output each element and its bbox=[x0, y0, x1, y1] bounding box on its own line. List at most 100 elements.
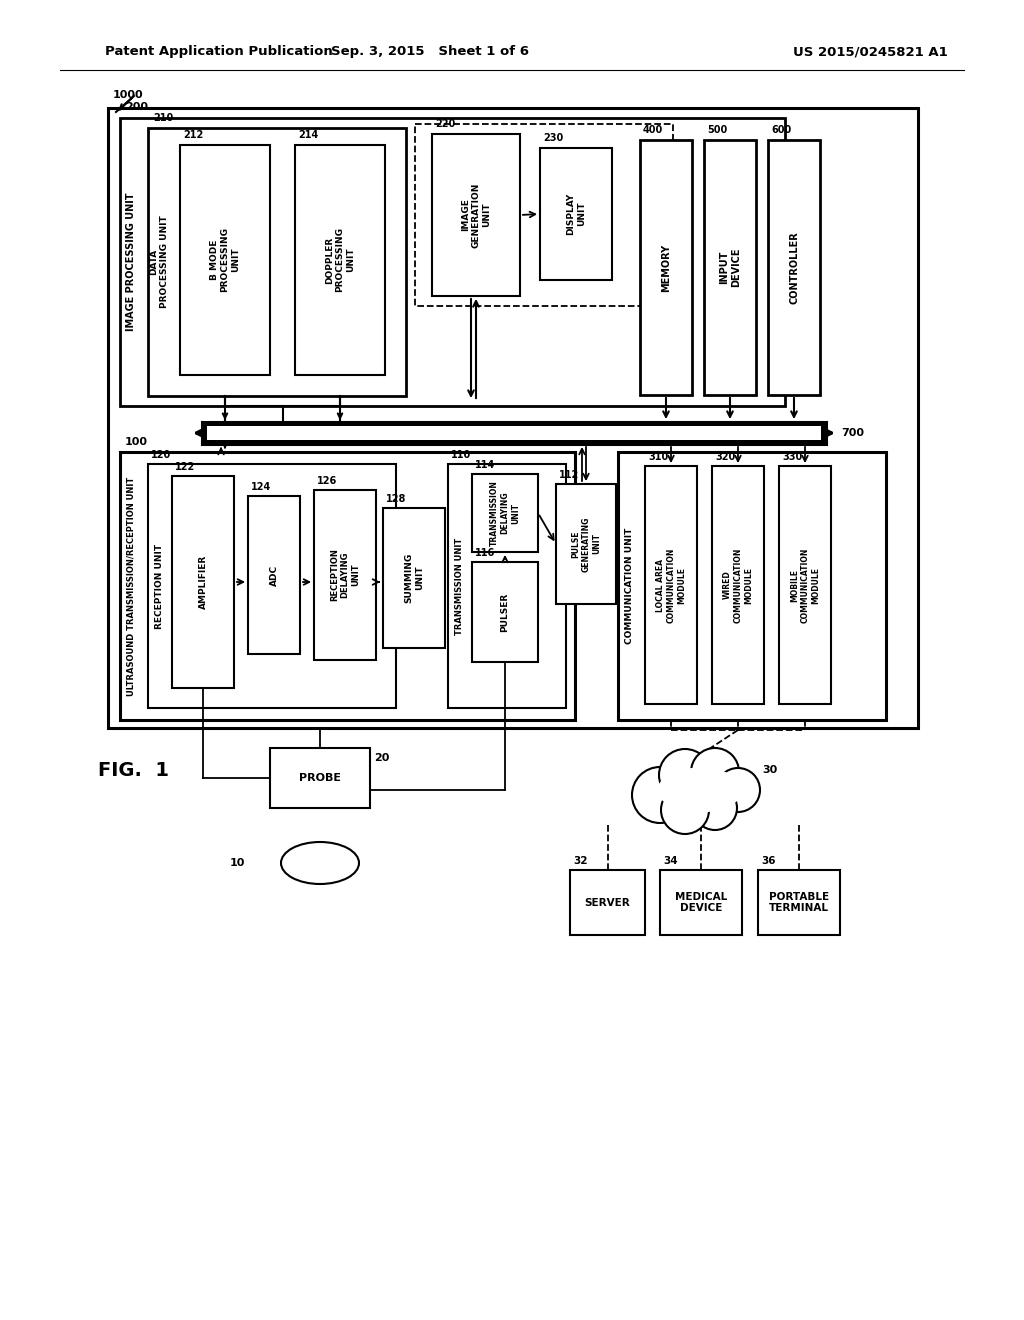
Bar bbox=[556, 484, 616, 605]
Text: 214: 214 bbox=[298, 129, 318, 140]
Text: FIG.  1: FIG. 1 bbox=[98, 760, 169, 780]
Text: DISPLAY
UNIT: DISPLAY UNIT bbox=[566, 193, 586, 235]
Bar bbox=[645, 466, 697, 704]
Text: ULTRASOUND TRANSMISSION/RECEPTION UNIT: ULTRASOUND TRANSMISSION/RECEPTION UNIT bbox=[127, 477, 135, 696]
Text: 200: 200 bbox=[125, 102, 148, 112]
Bar bbox=[108, 108, 918, 729]
Text: 310: 310 bbox=[648, 451, 669, 462]
Text: LOCAL AREA
COMMUNICATION
MODULE: LOCAL AREA COMMUNICATION MODULE bbox=[656, 548, 686, 623]
Bar bbox=[148, 128, 406, 396]
Bar bbox=[472, 562, 538, 663]
Bar bbox=[120, 117, 785, 407]
Circle shape bbox=[662, 785, 709, 834]
Text: 500: 500 bbox=[707, 125, 727, 135]
Text: DATA
PROCESSING UNIT: DATA PROCESSING UNIT bbox=[150, 215, 169, 309]
Bar bbox=[120, 451, 575, 719]
Text: AMPLIFIER: AMPLIFIER bbox=[199, 554, 208, 609]
Bar bbox=[570, 870, 645, 935]
Text: 30: 30 bbox=[762, 766, 777, 775]
Circle shape bbox=[691, 748, 739, 796]
Text: 210: 210 bbox=[153, 114, 173, 123]
Bar bbox=[202, 422, 826, 444]
Bar bbox=[248, 496, 300, 653]
Text: SUMMING
UNIT: SUMMING UNIT bbox=[404, 553, 424, 603]
Text: US 2015/0245821 A1: US 2015/0245821 A1 bbox=[793, 45, 947, 58]
Text: 700: 700 bbox=[841, 428, 864, 438]
Text: 230: 230 bbox=[543, 133, 563, 143]
Text: B MODE
PROCESSING
UNIT: B MODE PROCESSING UNIT bbox=[210, 227, 240, 293]
Text: MOBILE
COMMUNICATION
MODULE: MOBILE COMMUNICATION MODULE bbox=[791, 548, 820, 623]
Text: IMAGE
GENERATION
UNIT: IMAGE GENERATION UNIT bbox=[461, 182, 490, 248]
Bar bbox=[779, 466, 831, 704]
Text: 212: 212 bbox=[183, 129, 203, 140]
Text: PULSE
GENERATING
UNIT: PULSE GENERATING UNIT bbox=[571, 516, 601, 572]
Text: PROBE: PROBE bbox=[299, 774, 341, 783]
Bar bbox=[172, 477, 234, 688]
Text: ADC: ADC bbox=[269, 565, 279, 586]
Text: 32: 32 bbox=[573, 855, 588, 866]
Bar bbox=[383, 508, 445, 648]
Text: 120: 120 bbox=[151, 450, 171, 459]
Bar bbox=[758, 870, 840, 935]
Text: Sep. 3, 2015   Sheet 1 of 6: Sep. 3, 2015 Sheet 1 of 6 bbox=[331, 45, 529, 58]
Bar bbox=[148, 465, 396, 708]
Ellipse shape bbox=[281, 842, 359, 884]
Text: RECEPTION
DELAYING
UNIT: RECEPTION DELAYING UNIT bbox=[330, 549, 359, 602]
Text: 600: 600 bbox=[771, 125, 792, 135]
Text: TRANSMISSION
DELAYING
UNIT: TRANSMISSION DELAYING UNIT bbox=[490, 480, 520, 546]
Text: 124: 124 bbox=[251, 482, 271, 492]
Text: 220: 220 bbox=[435, 119, 456, 129]
Text: 20: 20 bbox=[374, 752, 389, 763]
Circle shape bbox=[632, 767, 688, 822]
Bar bbox=[295, 145, 385, 375]
Circle shape bbox=[693, 785, 737, 830]
Text: 114: 114 bbox=[475, 459, 496, 470]
Text: WIRED
COMMUNICATION
MODULE: WIRED COMMUNICATION MODULE bbox=[723, 548, 753, 623]
Bar bbox=[180, 145, 270, 375]
Text: 128: 128 bbox=[386, 494, 407, 504]
Text: DOPPLER
PROCESSING
UNIT: DOPPLER PROCESSING UNIT bbox=[325, 227, 355, 293]
Text: 116: 116 bbox=[475, 548, 496, 558]
Text: PULSER: PULSER bbox=[501, 593, 510, 632]
Bar bbox=[660, 870, 742, 935]
Ellipse shape bbox=[645, 758, 755, 822]
Text: 122: 122 bbox=[175, 462, 196, 473]
Circle shape bbox=[659, 748, 711, 801]
Text: COMMUNICATION UNIT: COMMUNICATION UNIT bbox=[625, 528, 634, 644]
Text: MEMORY: MEMORY bbox=[662, 243, 671, 292]
Text: 10: 10 bbox=[229, 858, 245, 869]
Bar bbox=[415, 124, 673, 306]
Text: INPUT
DEVICE: INPUT DEVICE bbox=[719, 248, 740, 288]
Text: 300: 300 bbox=[623, 437, 646, 447]
Circle shape bbox=[716, 768, 760, 812]
Text: 400: 400 bbox=[643, 125, 664, 135]
Text: 112: 112 bbox=[559, 470, 580, 480]
Text: PORTABLE
TERMINAL: PORTABLE TERMINAL bbox=[769, 892, 829, 913]
Text: 1000: 1000 bbox=[113, 90, 143, 100]
Bar bbox=[207, 426, 821, 440]
Text: 100: 100 bbox=[125, 437, 148, 447]
Text: 126: 126 bbox=[317, 477, 337, 486]
Text: MEDICAL
DEVICE: MEDICAL DEVICE bbox=[675, 892, 727, 913]
Text: RECEPTION UNIT: RECEPTION UNIT bbox=[155, 544, 164, 628]
Bar bbox=[540, 148, 612, 280]
Ellipse shape bbox=[657, 767, 742, 813]
Bar bbox=[314, 490, 376, 660]
Text: IMAGE PROCESSING UNIT: IMAGE PROCESSING UNIT bbox=[126, 193, 136, 331]
Text: 330: 330 bbox=[782, 451, 802, 462]
Bar bbox=[432, 135, 520, 296]
Bar bbox=[640, 140, 692, 395]
Text: TRANSMISSION UNIT: TRANSMISSION UNIT bbox=[455, 537, 464, 635]
Text: CONTROLLER: CONTROLLER bbox=[790, 231, 799, 304]
Text: 36: 36 bbox=[761, 855, 775, 866]
Text: SERVER: SERVER bbox=[585, 898, 631, 908]
Bar bbox=[712, 466, 764, 704]
Bar bbox=[472, 474, 538, 552]
Text: NETWORK: NETWORK bbox=[671, 785, 730, 795]
Bar bbox=[705, 140, 756, 395]
Text: 34: 34 bbox=[663, 855, 678, 866]
Text: Patent Application Publication: Patent Application Publication bbox=[105, 45, 333, 58]
Text: 320: 320 bbox=[715, 451, 735, 462]
Bar bbox=[768, 140, 820, 395]
Bar bbox=[270, 748, 370, 808]
